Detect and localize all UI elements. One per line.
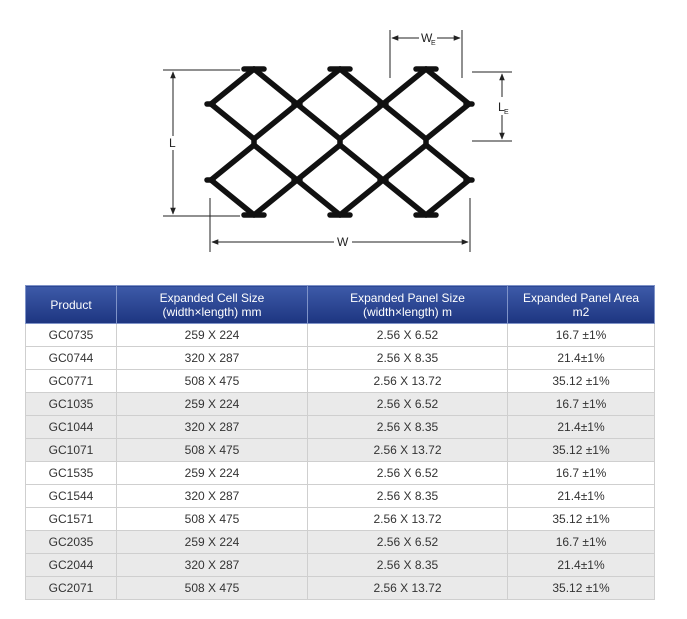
cell-product: GC1535 [25, 461, 117, 485]
cell-panel-size: 2.56 X 6.52 [307, 392, 508, 416]
cell-product: GC1071 [25, 438, 117, 462]
expanded-mesh-graphic [204, 66, 475, 218]
table-header-row: Product Expanded Cell Size (width×length)… [25, 285, 655, 324]
cell-panel-area: 35.12 ±1% [507, 576, 655, 600]
table-row: GC1571 508 X 475 2.56 X 13.72 35.12 ±1% [25, 507, 655, 531]
table-row: GC1071 508 X 475 2.56 X 13.72 35.12 ±1% [25, 438, 655, 462]
cell-panel-size: 2.56 X 6.52 [307, 461, 508, 485]
header-panel-area: Expanded Panel Area m2 [507, 285, 655, 324]
cell-cell-size: 508 X 475 [116, 369, 308, 393]
cell-cell-size: 259 X 224 [116, 461, 308, 485]
cell-product: GC0771 [25, 369, 117, 393]
cell-panel-area: 21.4±1% [507, 553, 655, 577]
cell-product: GC2071 [25, 576, 117, 600]
cell-panel-size: 2.56 X 13.72 [307, 576, 508, 600]
mesh-diagram: W E L E L W [163, 30, 512, 252]
cell-panel-area: 35.12 ±1% [507, 369, 655, 393]
cell-panel-size: 2.56 X 13.72 [307, 369, 508, 393]
table-row: GC2044 320 X 287 2.56 X 8.35 21.4±1% [25, 553, 655, 577]
cell-panel-area: 16.7 ±1% [507, 461, 655, 485]
cell-panel-area: 16.7 ±1% [507, 323, 655, 347]
cell-cell-size: 508 X 475 [116, 438, 308, 462]
cell-product: GC2035 [25, 530, 117, 554]
cell-panel-area: 16.7 ±1% [507, 392, 655, 416]
dim-label-we: W [421, 31, 433, 45]
header-panel-size: Expanded Panel Size (width×length) m [307, 285, 508, 324]
cell-product: GC1571 [25, 507, 117, 531]
cell-cell-size: 320 X 287 [116, 346, 308, 370]
cell-panel-size: 2.56 X 6.52 [307, 530, 508, 554]
cell-panel-size: 2.56 X 8.35 [307, 484, 508, 508]
cell-panel-size: 2.56 X 13.72 [307, 438, 508, 462]
cell-product: GC2044 [25, 553, 117, 577]
cell-product: GC1044 [25, 415, 117, 439]
header-product: Product [25, 285, 117, 324]
cell-panel-area: 35.12 ±1% [507, 507, 655, 531]
table-row: GC0735 259 X 224 2.56 X 6.52 16.7 ±1% [25, 323, 655, 347]
cell-cell-size: 508 X 475 [116, 576, 308, 600]
dim-label-we-sub: E [431, 40, 436, 47]
cell-panel-size: 2.56 X 13.72 [307, 507, 508, 531]
cell-product: GC0744 [25, 346, 117, 370]
table-row: GC2035 259 X 224 2.56 X 6.52 16.7 ±1% [25, 530, 655, 554]
cell-cell-size: 259 X 224 [116, 530, 308, 554]
cell-product: GC0735 [25, 323, 117, 347]
table-row: GC1535 259 X 224 2.56 X 6.52 16.7 ±1% [25, 461, 655, 485]
table-row: GC0771 508 X 475 2.56 X 13.72 35.12 ±1% [25, 369, 655, 393]
table-row: GC1544 320 X 287 2.56 X 8.35 21.4±1% [25, 484, 655, 508]
cell-product: GC1035 [25, 392, 117, 416]
cell-cell-size: 320 X 287 [116, 415, 308, 439]
cell-panel-area: 21.4±1% [507, 415, 655, 439]
cell-panel-size: 2.56 X 6.52 [307, 323, 508, 347]
dim-label-le-sub: E [504, 109, 509, 116]
cell-panel-area: 21.4±1% [507, 484, 655, 508]
cell-cell-size: 259 X 224 [116, 392, 308, 416]
dim-label-w: W [337, 235, 349, 249]
cell-panel-area: 16.7 ±1% [507, 530, 655, 554]
cell-panel-size: 2.56 X 8.35 [307, 415, 508, 439]
table-row: GC1044 320 X 287 2.56 X 8.35 21.4±1% [25, 415, 655, 439]
cell-cell-size: 320 X 287 [116, 553, 308, 577]
cell-panel-area: 35.12 ±1% [507, 438, 655, 462]
cell-panel-area: 21.4±1% [507, 346, 655, 370]
cell-cell-size: 320 X 287 [116, 484, 308, 508]
cell-cell-size: 259 X 224 [116, 323, 308, 347]
specifications-table: Product Expanded Cell Size (width×length)… [25, 285, 655, 600]
cell-cell-size: 508 X 475 [116, 507, 308, 531]
cell-panel-size: 2.56 X 8.35 [307, 553, 508, 577]
dim-label-l: L [169, 136, 176, 150]
header-cell-size: Expanded Cell Size (width×length) mm [116, 285, 308, 324]
table-row: GC2071 508 X 475 2.56 X 13.72 35.12 ±1% [25, 576, 655, 600]
table-row: GC0744 320 X 287 2.56 X 8.35 21.4±1% [25, 346, 655, 370]
dimension-lines [163, 30, 512, 252]
cell-product: GC1544 [25, 484, 117, 508]
table-row: GC1035 259 X 224 2.56 X 6.52 16.7 ±1% [25, 392, 655, 416]
dim-label-le: L [498, 100, 505, 114]
cell-panel-size: 2.56 X 8.35 [307, 346, 508, 370]
